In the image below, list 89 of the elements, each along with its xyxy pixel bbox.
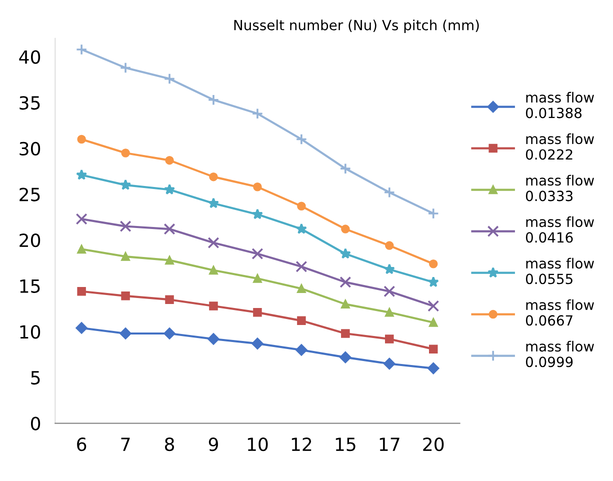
x-tick-label: 6 — [77, 437, 86, 452]
point — [121, 252, 130, 261]
point — [384, 264, 395, 274]
point — [253, 182, 262, 192]
point — [165, 295, 174, 304]
x-tick-label: 15 — [336, 438, 356, 452]
point — [384, 358, 396, 370]
point — [340, 162, 352, 174]
point — [208, 198, 220, 208]
point — [76, 44, 88, 56]
point — [428, 300, 440, 312]
point — [164, 184, 176, 194]
point — [428, 276, 439, 288]
legend-label: mass flow 0.0999 — [526, 340, 594, 368]
point — [252, 108, 264, 120]
point — [252, 208, 263, 220]
point — [208, 333, 220, 345]
point — [428, 208, 440, 220]
y-tick-label: 5 — [31, 371, 40, 385]
point — [165, 156, 174, 165]
point — [76, 322, 88, 334]
x-tick-label: 10 — [248, 437, 268, 452]
x-tick-label: 7 — [121, 438, 130, 451]
point — [297, 202, 306, 211]
point — [297, 284, 306, 293]
point — [120, 62, 132, 74]
point — [252, 248, 264, 260]
point — [385, 334, 394, 344]
y-tick-label: 0 — [30, 416, 40, 430]
point — [164, 223, 176, 235]
y-tick-label: 15 — [20, 280, 40, 293]
point — [121, 292, 130, 300]
point — [428, 318, 438, 327]
point — [164, 73, 176, 85]
y-tick-label: 35 — [20, 96, 40, 110]
x-tick-label: 8 — [164, 437, 174, 452]
y-tick-label: 10 — [20, 325, 40, 339]
point — [76, 169, 88, 180]
point — [208, 237, 220, 249]
point — [252, 338, 264, 350]
x-tick-label: 9 — [208, 437, 218, 452]
point — [253, 308, 262, 317]
point — [77, 286, 86, 296]
point — [384, 286, 396, 298]
y-tick-label: 40 — [19, 50, 40, 64]
legend-label: mass flow 0.0416 — [526, 216, 594, 243]
point — [120, 220, 132, 232]
legend-label: mass flow 0.01388 — [526, 92, 594, 118]
point — [341, 329, 350, 338]
point — [340, 352, 352, 364]
point — [209, 266, 218, 275]
y-tick-label: 20 — [20, 234, 40, 248]
point — [341, 300, 350, 309]
point — [165, 256, 174, 265]
point — [340, 248, 351, 259]
x-tick-label: 12 — [292, 437, 312, 451]
point — [253, 274, 262, 283]
point — [341, 224, 350, 234]
point — [76, 213, 88, 225]
x-tick-label: 17 — [380, 438, 400, 451]
point — [385, 308, 394, 317]
point — [121, 148, 130, 158]
point — [385, 241, 394, 250]
point — [296, 260, 308, 272]
legend-label: mass flow 0.0555 — [526, 258, 594, 284]
point — [77, 244, 86, 254]
point — [428, 344, 438, 354]
y-tick-label: 25 — [20, 188, 40, 202]
point — [297, 316, 306, 326]
point — [296, 223, 307, 234]
legend-label: mass flow 0.0667 — [526, 299, 594, 326]
point — [384, 186, 396, 198]
point — [209, 302, 218, 310]
chart-title: Nusselt number (Nu) Vs pitch (mm) — [234, 20, 479, 34]
legend-label: mass flow 0.0333 — [526, 174, 594, 202]
x-tick-label: 20 — [423, 437, 444, 452]
point — [428, 362, 440, 374]
point — [120, 179, 132, 190]
point — [164, 328, 176, 340]
point — [428, 259, 438, 268]
point — [340, 276, 352, 288]
point — [208, 94, 220, 106]
point — [296, 344, 308, 356]
y-tick-label: 30 — [20, 142, 40, 156]
point — [209, 172, 218, 182]
point — [296, 133, 308, 146]
point — [120, 328, 132, 340]
point — [77, 134, 86, 144]
legend-label: mass flow 0.0222 — [526, 133, 594, 160]
